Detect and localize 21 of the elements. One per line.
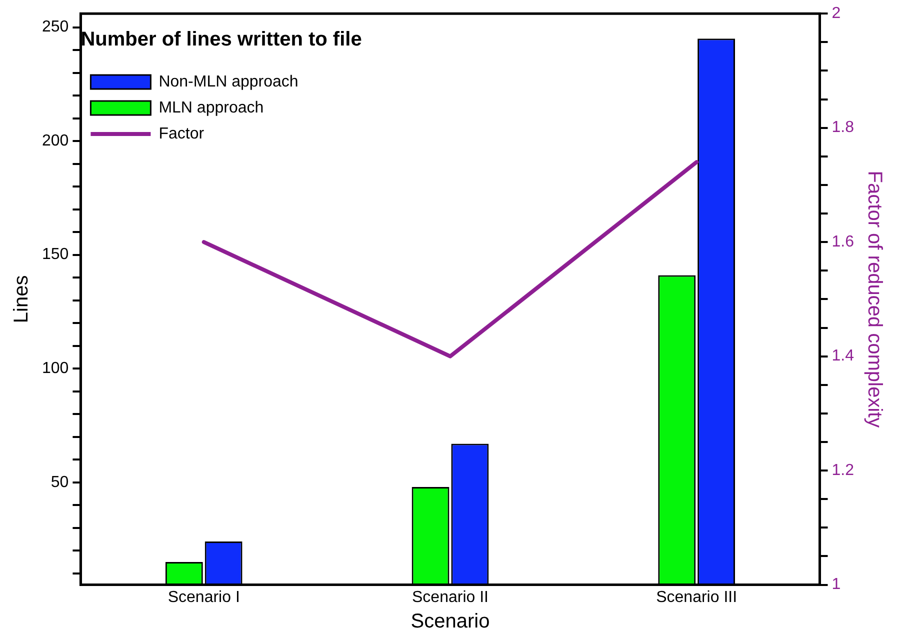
legend-label: MLN approach <box>158 99 264 116</box>
legend-label: Non-MLN approach <box>158 73 298 90</box>
x-tick-label: Scenario I <box>168 588 240 606</box>
x-tick-label: Scenario II <box>412 588 488 606</box>
legend-label: Factor <box>158 125 205 142</box>
y-tick-label: 100 <box>42 360 69 378</box>
y-tick-label: 200 <box>42 132 69 150</box>
y2-tick-label: 1.8 <box>832 119 854 136</box>
y2-tick-label: 1 <box>832 576 841 594</box>
y2-axis-title: Factor of reduced complexity <box>863 170 886 428</box>
y2-tick-label: 1.6 <box>832 233 854 250</box>
y-tick-label: 150 <box>42 246 69 264</box>
y2-tick-label: 2 <box>832 5 841 22</box>
y-axis-title: Lines <box>10 275 33 324</box>
text: Number of lines written to file <box>80 28 362 51</box>
x-axis-title: Scenario <box>410 610 490 633</box>
y-tick-label: 250 <box>42 18 69 36</box>
x-tick-label: Scenario III <box>656 588 738 606</box>
y2-tick-label: 1.2 <box>832 462 854 479</box>
y-tick-label: 50 <box>50 474 69 491</box>
y2-tick-label: 1.4 <box>832 348 854 365</box>
